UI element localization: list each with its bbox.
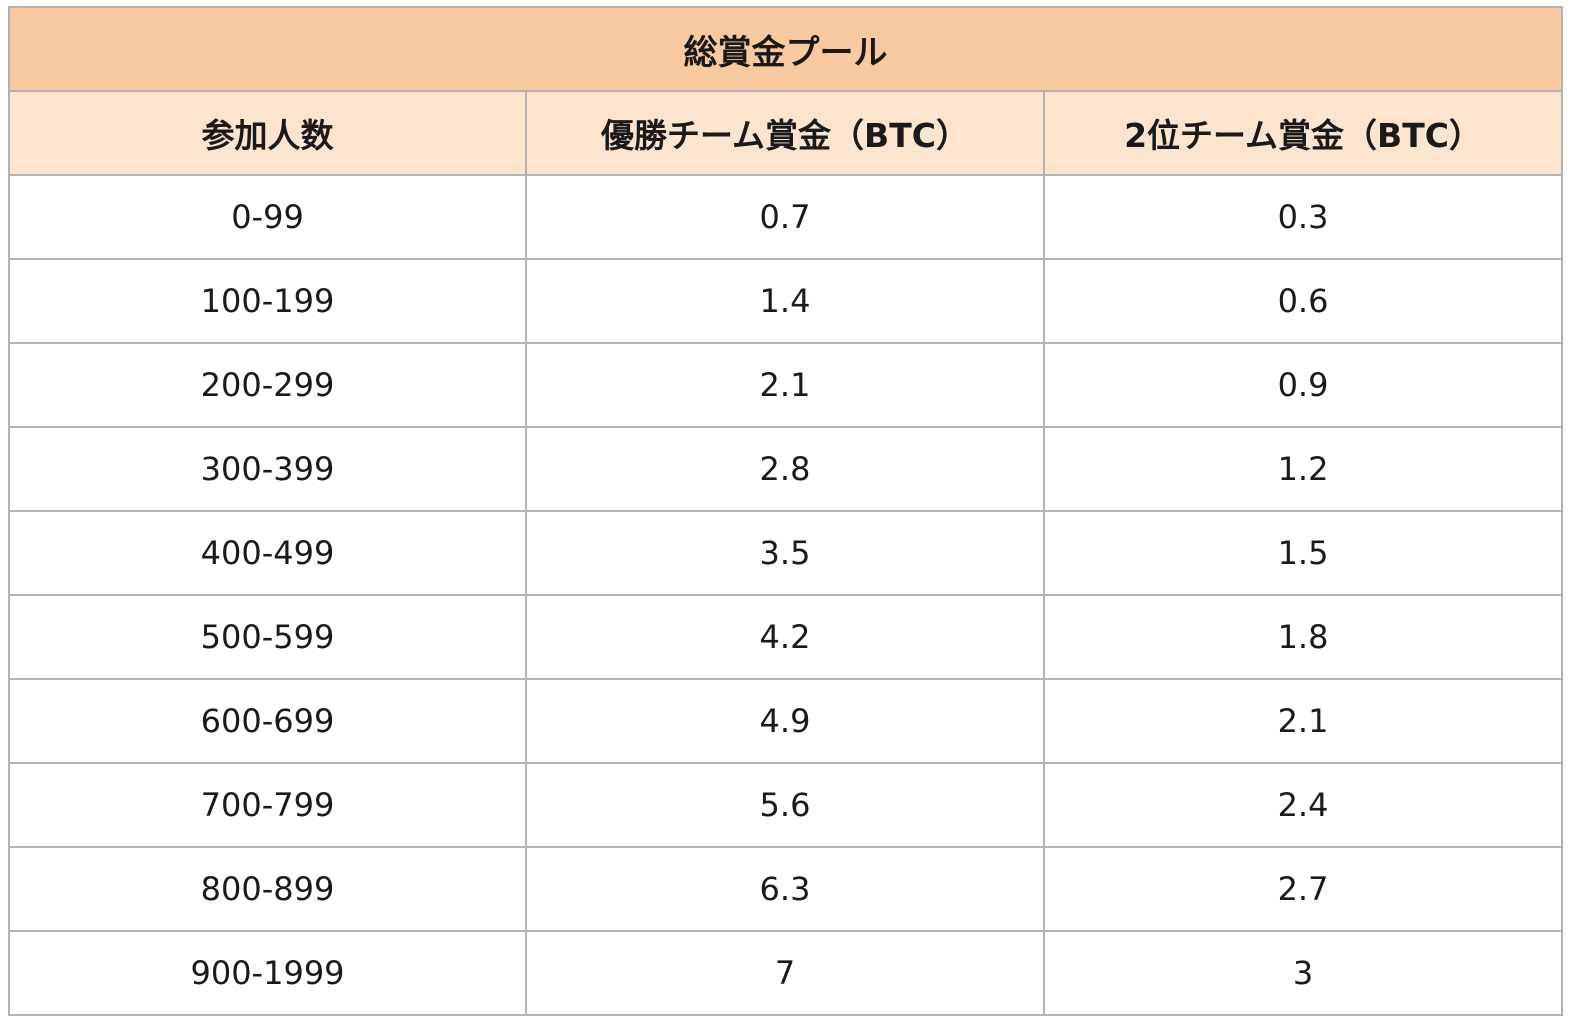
cell-participants: 800-899 <box>8 846 527 932</box>
cell-second-prize: 3 <box>1042 930 1564 1016</box>
cell-second-prize: 2.7 <box>1042 846 1564 932</box>
cell-winner-prize: 5.6 <box>525 762 1045 848</box>
table-row: 900-1999 7 3 <box>8 930 1564 1016</box>
header-participants: 参加人数 <box>8 90 527 176</box>
cell-participants: 600-699 <box>8 678 527 764</box>
table-row: 100-199 1.4 0.6 <box>8 258 1564 344</box>
cell-participants: 700-799 <box>8 762 527 848</box>
cell-winner-prize: 2.1 <box>525 342 1045 428</box>
table-row: 600-699 4.9 2.1 <box>8 678 1564 764</box>
cell-winner-prize: 4.9 <box>525 678 1045 764</box>
cell-second-prize: 1.2 <box>1042 426 1564 512</box>
cell-winner-prize: 7 <box>525 930 1045 1016</box>
table-row: 200-299 2.1 0.9 <box>8 342 1564 428</box>
cell-participants: 300-399 <box>8 426 527 512</box>
cell-second-prize: 2.4 <box>1042 762 1564 848</box>
header-row: 参加人数 優勝チーム賞金（BTC） 2位チーム賞金（BTC） <box>8 90 1564 176</box>
cell-winner-prize: 3.5 <box>525 510 1045 596</box>
header-winner-prize: 優勝チーム賞金（BTC） <box>525 90 1045 176</box>
table-row: 500-599 4.2 1.8 <box>8 594 1564 680</box>
table-row: 0-99 0.7 0.3 <box>8 174 1564 260</box>
cell-participants: 200-299 <box>8 342 527 428</box>
cell-participants: 900-1999 <box>8 930 527 1016</box>
cell-participants: 100-199 <box>8 258 527 344</box>
title-row: 総賞金プール <box>7 6 1564 92</box>
cell-participants: 500-599 <box>8 594 527 680</box>
table-row: 700-799 5.6 2.4 <box>8 762 1564 848</box>
table-title: 総賞金プール <box>7 6 1564 92</box>
table-row: 400-499 3.5 1.5 <box>8 510 1564 596</box>
cell-second-prize: 2.1 <box>1042 678 1564 764</box>
cell-second-prize: 0.9 <box>1042 342 1564 428</box>
table-row: 800-899 6.3 2.7 <box>8 846 1564 932</box>
cell-second-prize: 0.3 <box>1042 174 1564 260</box>
cell-winner-prize: 0.7 <box>525 174 1045 260</box>
cell-winner-prize: 6.3 <box>525 846 1045 932</box>
cell-participants: 400-499 <box>8 510 527 596</box>
prize-pool-table: 総賞金プール 参加人数 優勝チーム賞金（BTC） 2位チーム賞金（BTC） 0-… <box>7 6 1564 1016</box>
cell-winner-prize: 1.4 <box>525 258 1045 344</box>
cell-winner-prize: 4.2 <box>525 594 1045 680</box>
cell-second-prize: 0.6 <box>1042 258 1564 344</box>
cell-winner-prize: 2.8 <box>525 426 1045 512</box>
header-second-prize: 2位チーム賞金（BTC） <box>1042 90 1564 176</box>
table-row: 300-399 2.8 1.2 <box>8 426 1564 512</box>
cell-second-prize: 1.8 <box>1042 594 1564 680</box>
cell-second-prize: 1.5 <box>1042 510 1564 596</box>
cell-participants: 0-99 <box>8 174 527 260</box>
